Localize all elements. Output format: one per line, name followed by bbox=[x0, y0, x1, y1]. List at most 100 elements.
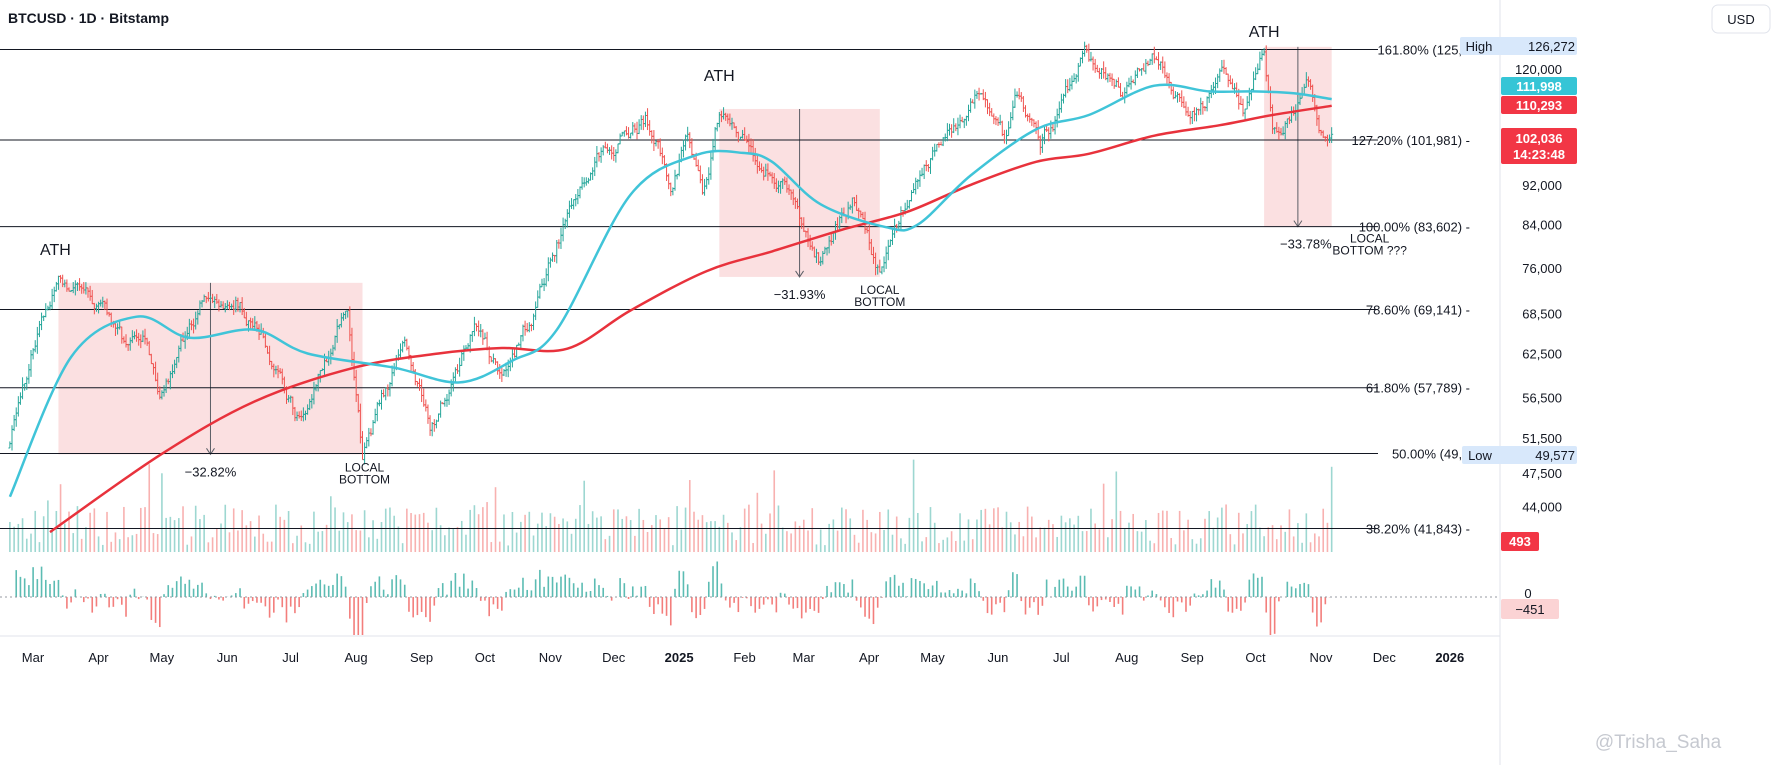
drawdown-arrowhead-1 bbox=[206, 448, 215, 456]
oscillator-bar bbox=[323, 584, 326, 597]
volume-bar bbox=[287, 511, 290, 552]
oscillator-bar bbox=[914, 578, 917, 597]
oscillator-bar bbox=[674, 588, 676, 597]
volume-bar bbox=[925, 537, 928, 552]
oscillator-bar bbox=[433, 597, 436, 606]
fib-label-7: 38.20% (41,843) - bbox=[1366, 522, 1470, 537]
oscillator-bar bbox=[285, 597, 288, 623]
time-axis[interactable]: Mar Apr May Jun Jul Aug Sep Oct Nov Dec 2025 Feb Mar… bbox=[22, 650, 1464, 665]
oscillator-bar bbox=[534, 579, 537, 597]
ma200-tag: 110,293 bbox=[1516, 98, 1562, 113]
volume-bar bbox=[650, 525, 653, 552]
oscillator-bar bbox=[1248, 579, 1251, 597]
volume-bar bbox=[798, 525, 801, 552]
oscillator-bar bbox=[644, 585, 647, 597]
volume-bar bbox=[946, 537, 949, 552]
currency-button[interactable]: USD bbox=[1711, 4, 1771, 34]
oscillator-bar bbox=[948, 590, 951, 597]
oscillator-bar bbox=[306, 589, 309, 597]
currency-button-label[interactable]: USD bbox=[1727, 12, 1754, 27]
volume-bar bbox=[680, 529, 683, 552]
oscillator-bar bbox=[1311, 597, 1314, 613]
oscillator-bar bbox=[137, 597, 140, 600]
volume-bar bbox=[591, 511, 594, 552]
oscillator-bar bbox=[1092, 597, 1094, 612]
countdown-value: 14:23:48 bbox=[1513, 147, 1565, 162]
oscillator-bar bbox=[171, 587, 174, 597]
volume-bar bbox=[384, 508, 387, 552]
price-axis[interactable]: 120,000 92,000 84,000 76,000 68,500 62,500 56,… bbox=[1515, 62, 1562, 601]
oscillator-bar bbox=[349, 597, 351, 619]
volume-bar bbox=[110, 541, 113, 552]
volume-bar bbox=[815, 544, 818, 552]
volume-bar bbox=[1313, 533, 1316, 552]
time-tick-label: Feb bbox=[733, 650, 755, 665]
volume-bar bbox=[1107, 537, 1109, 552]
volume-bar bbox=[296, 535, 298, 552]
oscillator-bar bbox=[919, 580, 921, 597]
ath-label-2: ATH bbox=[704, 68, 735, 85]
oscillator-bar bbox=[311, 586, 313, 597]
oscillator-bar bbox=[370, 586, 372, 597]
volume-bar bbox=[25, 538, 28, 552]
oscillator-bar bbox=[1193, 593, 1196, 597]
volume-bar bbox=[338, 530, 341, 552]
oscillator-bar bbox=[581, 582, 583, 597]
oscillator-bar bbox=[923, 583, 925, 597]
volume-bar bbox=[439, 525, 442, 552]
oscillator-bar bbox=[606, 595, 609, 597]
oscillator-bar bbox=[108, 597, 110, 608]
oscillator-bar bbox=[657, 597, 659, 605]
oscillator-bar bbox=[623, 583, 626, 597]
oscillator-bar bbox=[416, 597, 419, 616]
oscillator-bar bbox=[197, 584, 199, 597]
volume-bar bbox=[21, 518, 24, 552]
local-bottom-label-2-1: LOCAL bbox=[860, 283, 900, 297]
volume-bar bbox=[984, 508, 987, 552]
volume-bar bbox=[769, 513, 771, 552]
volume-bar bbox=[325, 524, 328, 552]
currency-button-frame[interactable] bbox=[1711, 4, 1771, 34]
volume-bar bbox=[414, 514, 417, 552]
volume-bar bbox=[545, 526, 547, 552]
oscillator-bar bbox=[120, 597, 123, 605]
volume-bar bbox=[47, 500, 49, 552]
volume-bar bbox=[1157, 512, 1160, 552]
volume-bar bbox=[376, 538, 379, 552]
oscillator-bar bbox=[1058, 579, 1061, 597]
time-tick-label: Jul bbox=[1053, 650, 1070, 665]
volume-bar bbox=[63, 523, 66, 552]
oscillator-bar bbox=[1256, 577, 1259, 597]
volume-bar bbox=[659, 519, 662, 552]
volume-bar bbox=[1035, 537, 1037, 552]
oscillator-bar bbox=[703, 597, 706, 609]
volume-bar bbox=[216, 528, 218, 552]
volume-bar bbox=[714, 521, 716, 552]
volume-bar bbox=[617, 509, 619, 552]
volume-bar bbox=[232, 508, 235, 552]
oscillator-bar bbox=[378, 576, 381, 597]
volume-bar bbox=[1119, 510, 1122, 552]
volume-bar bbox=[393, 515, 395, 552]
volume-bar bbox=[1237, 512, 1240, 552]
volume-bar bbox=[1263, 536, 1265, 552]
oscillator-bar bbox=[1252, 573, 1255, 597]
ma50-line bbox=[8, 83, 1332, 498]
oscillator-bar bbox=[133, 588, 136, 597]
volume-tag-value: 493 bbox=[1509, 534, 1531, 549]
volume-bar bbox=[938, 543, 940, 552]
price-tick-label: 120,000 bbox=[1515, 62, 1562, 77]
volume-bar bbox=[292, 543, 294, 552]
volume-bar bbox=[1208, 511, 1211, 552]
volume-bar bbox=[1191, 539, 1194, 552]
oscillator-bar bbox=[800, 597, 803, 619]
oscillator-bar bbox=[450, 580, 452, 597]
volume-bar bbox=[80, 538, 83, 552]
oscillator-bar bbox=[885, 581, 887, 597]
volume-bar bbox=[422, 512, 425, 552]
oscillator-bar bbox=[251, 597, 254, 602]
oscillator-bar bbox=[441, 583, 444, 597]
volume-bar bbox=[169, 516, 172, 552]
oscillator-bar bbox=[61, 595, 64, 597]
